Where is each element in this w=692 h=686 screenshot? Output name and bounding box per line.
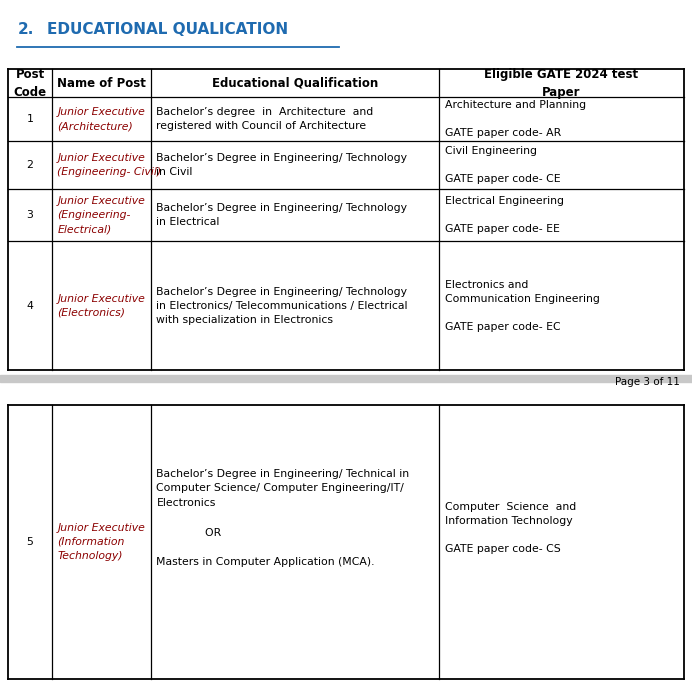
Text: EDUCATIONAL QUALICATION: EDUCATIONAL QUALICATION xyxy=(47,22,288,37)
Text: 5: 5 xyxy=(27,537,33,547)
Text: Bachelor’s Degree in Engineering/ Technical in
Computer Science/ Computer Engine: Bachelor’s Degree in Engineering/ Techni… xyxy=(156,469,410,567)
Text: Page 3 of 11: Page 3 of 11 xyxy=(614,377,680,388)
Text: Junior Executive
(Information
Technology): Junior Executive (Information Technology… xyxy=(57,523,145,561)
Text: 2: 2 xyxy=(27,160,33,169)
Text: 2.: 2. xyxy=(17,22,34,37)
Text: Bachelor’s Degree in Engineering/ Technology
in Electrical: Bachelor’s Degree in Engineering/ Techno… xyxy=(156,203,408,227)
Bar xyxy=(0,375,692,382)
Text: Eligible GATE 2024 test
Paper: Eligible GATE 2024 test Paper xyxy=(484,67,639,99)
Text: Junior Executive
(Electronics): Junior Executive (Electronics) xyxy=(57,294,145,318)
Text: Computer  Science  and
Information Technology

GATE paper code- CS: Computer Science and Information Technol… xyxy=(445,502,576,554)
Text: Electrical Engineering

GATE paper code- EE: Electrical Engineering GATE paper code- … xyxy=(445,196,564,234)
Text: Junior Executive
(Engineering-
Electrical): Junior Executive (Engineering- Electrica… xyxy=(57,196,145,234)
Text: Electronics and
Communication Engineering

GATE paper code- EC: Electronics and Communication Engineerin… xyxy=(445,280,600,332)
Text: 3: 3 xyxy=(27,210,33,220)
Text: Architecture and Planning

GATE paper code- AR: Architecture and Planning GATE paper cod… xyxy=(445,100,586,138)
Text: Civil Engineering

GATE paper code- CE: Civil Engineering GATE paper code- CE xyxy=(445,145,561,184)
Text: Post
Code: Post Code xyxy=(14,67,46,99)
Text: Bachelor’s degree  in  Architecture  and
registered with Council of Architecture: Bachelor’s degree in Architecture and re… xyxy=(156,107,374,131)
Text: 4: 4 xyxy=(27,301,33,311)
Text: Bachelor’s Degree in Engineering/ Technology
in Electronics/ Telecommunications : Bachelor’s Degree in Engineering/ Techno… xyxy=(156,287,408,325)
Text: Name of Post: Name of Post xyxy=(57,77,146,89)
Text: Educational Qualification: Educational Qualification xyxy=(212,77,379,89)
Text: Bachelor’s Degree in Engineering/ Technology
in Civil: Bachelor’s Degree in Engineering/ Techno… xyxy=(156,153,408,176)
Text: 1: 1 xyxy=(27,114,33,124)
Text: Junior Executive
(Engineering- Civil): Junior Executive (Engineering- Civil) xyxy=(57,153,161,176)
Text: Junior Executive
(Architecture): Junior Executive (Architecture) xyxy=(57,107,145,131)
